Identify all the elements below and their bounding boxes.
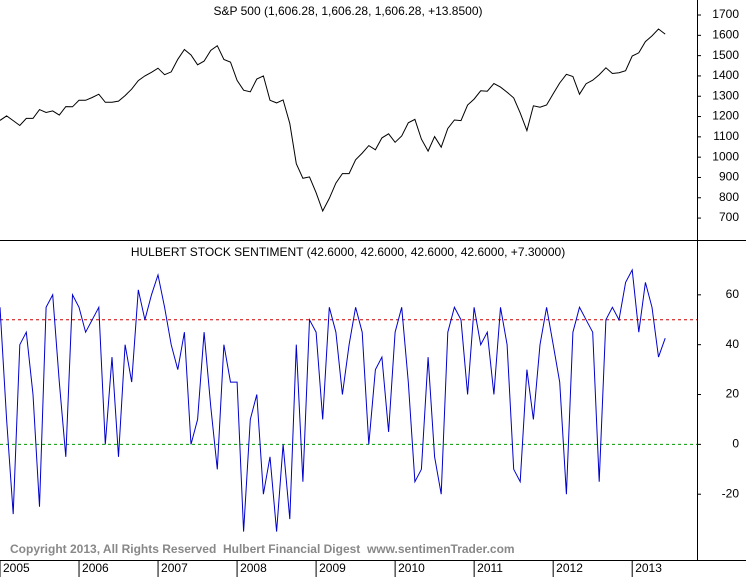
y-tick-label: -20 [722, 486, 740, 500]
line-series [0, 268, 666, 532]
x-tick-label: 2007 [161, 561, 188, 575]
x-tick-label: 2006 [82, 561, 109, 575]
y-tick-label: 0 [732, 437, 739, 451]
chart-title: HULBERT STOCK SENTIMENT (42.6000, 42.600… [131, 245, 565, 259]
y-tick-label: 1600 [712, 28, 739, 42]
x-tick-label: 2009 [319, 561, 346, 575]
y-tick-label: 1000 [712, 149, 739, 163]
y-tick-label: 1100 [713, 129, 739, 143]
chart-title: S&P 500 (1,606.28, 1,606.28, 1,606.28, +… [214, 4, 483, 18]
y-tick-label: 1400 [712, 68, 739, 82]
y-tick-label: 1200 [712, 109, 739, 123]
line-series [0, 28, 666, 213]
y-tick-label: 800 [719, 190, 739, 204]
x-tick-label: 2005 [3, 561, 30, 575]
y-tick-label: 1700 [712, 7, 739, 21]
y-tick-label: 700 [719, 210, 739, 224]
y-tick-label: 20 [726, 387, 740, 401]
x-tick-label: 2008 [240, 561, 267, 575]
x-tick-label: 2011 [477, 561, 503, 575]
x-tick-label: 2012 [556, 561, 583, 575]
y-tick-label: 40 [726, 337, 740, 351]
y-tick-label: 60 [726, 287, 740, 301]
x-tick-label: 2013 [635, 561, 662, 575]
footer: Copyright 2013, All Rights Reserved Hulb… [10, 542, 515, 556]
y-tick-label: 900 [719, 170, 739, 184]
y-tick-label: 1300 [712, 88, 739, 102]
x-tick-label: 2010 [398, 561, 425, 575]
y-tick-label: 1500 [712, 48, 739, 62]
